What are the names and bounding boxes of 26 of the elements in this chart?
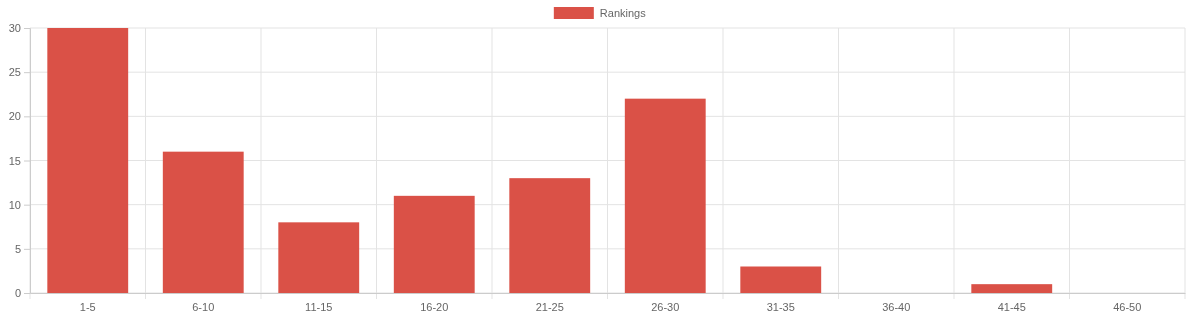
bar [509, 178, 591, 293]
x-tick-label: 46-50 [1113, 300, 1142, 313]
legend-label: Rankings [599, 7, 647, 19]
x-tick-label: 36-40 [882, 300, 911, 313]
y-tick-label: 0 [14, 287, 21, 300]
x-tick-label: 1-5 [79, 300, 96, 313]
y-tick-label: 20 [8, 110, 21, 123]
bar [278, 222, 360, 293]
x-tick-label: 11-15 [305, 300, 333, 313]
y-tick-label: 5 [14, 242, 21, 255]
x-tick-label: 21-25 [535, 300, 564, 313]
bar [393, 195, 475, 293]
bar [624, 98, 706, 293]
x-tick-label: 41-45 [997, 300, 1026, 313]
x-tick-label: 16-20 [420, 300, 449, 313]
y-tick-label: 15 [8, 154, 21, 167]
bar [740, 266, 822, 293]
x-tick-label: 26-30 [651, 300, 680, 313]
x-tick-label: 31-35 [766, 300, 795, 313]
y-tick-label: 25 [8, 66, 21, 79]
y-tick-label: 10 [8, 198, 21, 211]
bar [971, 284, 1053, 293]
x-tick-label: 6-10 [192, 300, 215, 313]
y-tick-label: 30 [8, 22, 21, 35]
bar [47, 28, 129, 293]
bar [162, 151, 244, 293]
